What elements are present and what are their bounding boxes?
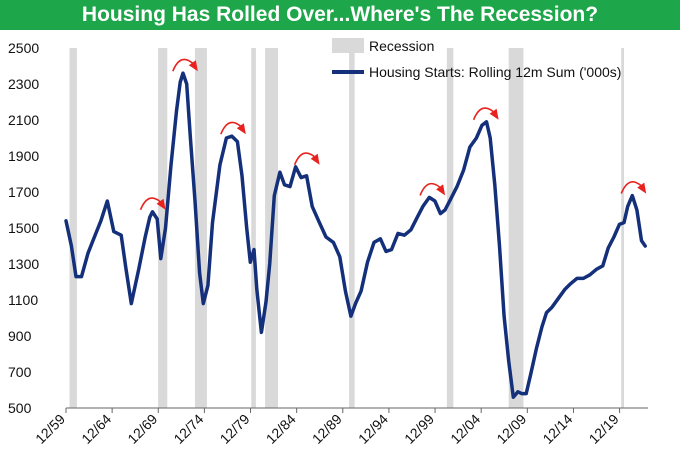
- recession-band: [158, 48, 168, 408]
- series-layer: [64, 71, 647, 399]
- recession-bands: [69, 48, 625, 408]
- peak-arrow-head: [436, 184, 446, 196]
- x-tick-label: 12/99: [401, 411, 437, 447]
- y-tick-label: 1500: [8, 220, 39, 236]
- recession-band: [621, 48, 625, 408]
- recession-band: [251, 48, 256, 408]
- legend: Recession Housing Starts: Rolling 12m Su…: [332, 38, 621, 80]
- peak-arrow-head: [489, 108, 499, 120]
- recession-band: [508, 48, 524, 408]
- x-tick-label: 12/94: [355, 411, 391, 447]
- x-tick-label: 12/79: [217, 411, 253, 447]
- y-tick-label: 900: [8, 328, 32, 344]
- recession-band: [69, 48, 77, 408]
- y-tick-label: 1300: [8, 256, 39, 272]
- series-line: [64, 71, 647, 399]
- peak-arrow-head: [637, 182, 647, 194]
- recession-band: [349, 48, 355, 408]
- y-tick-label: 1900: [8, 148, 39, 164]
- y-tick-label: 2300: [8, 76, 39, 92]
- x-tick-label: 12/59: [32, 411, 68, 447]
- legend-recession-swatch: [332, 38, 364, 53]
- peak-arrow-head: [156, 198, 166, 210]
- x-tick-label: 12/14: [539, 411, 575, 447]
- x-tick-label: 12/19: [586, 411, 622, 447]
- y-tick-label: 1700: [8, 184, 39, 200]
- chart-title: Housing Has Rolled Over...Where's The Re…: [0, 0, 680, 30]
- recession-band: [194, 48, 207, 408]
- y-tick-label: 2500: [8, 40, 39, 56]
- axes: 500 700 900 1100 1300 1500 1700 1900 2100 2300 250…: [8, 40, 648, 447]
- x-tick-label: 12/04: [447, 411, 483, 447]
- y-tick-label: 700: [8, 364, 32, 380]
- x-tick-label: 12/84: [263, 411, 299, 447]
- legend-recession-label: Recession: [369, 38, 434, 54]
- x-tick-label: 12/69: [124, 411, 160, 447]
- x-tick-label: 12/89: [309, 411, 345, 447]
- peak-arrow-head: [310, 153, 320, 165]
- x-tick-label: 12/64: [78, 411, 114, 447]
- peak-markers: [139, 58, 647, 211]
- legend-series-label: Housing Starts: Rolling 12m Sum ('000s): [369, 64, 621, 80]
- peak-arrow-head: [188, 60, 198, 72]
- peak-arrow-head: [236, 123, 246, 135]
- y-tick-label: 500: [8, 400, 32, 416]
- x-tick-label: 12/74: [170, 411, 206, 447]
- y-tick-label: 2100: [8, 112, 39, 128]
- x-tick-label: 12/09: [493, 411, 529, 447]
- recession-band: [446, 48, 454, 408]
- y-tick-label: 1100: [8, 292, 38, 308]
